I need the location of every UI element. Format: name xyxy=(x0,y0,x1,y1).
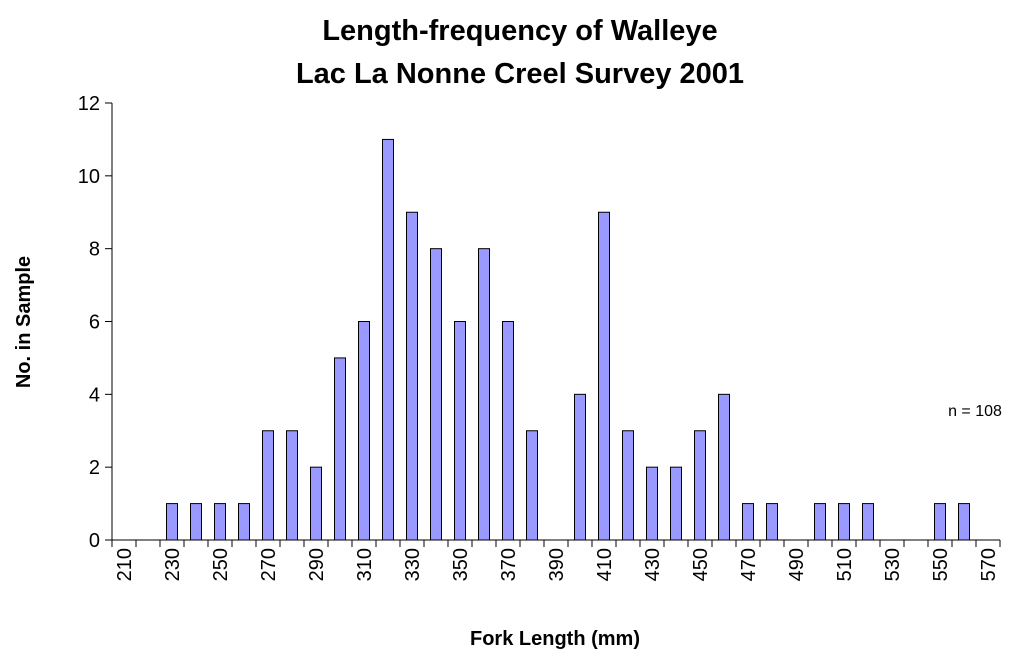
bar xyxy=(214,503,226,541)
x-tick-label: 290 xyxy=(306,548,328,581)
x-tick-label: 330 xyxy=(402,548,424,581)
bar xyxy=(166,503,178,541)
x-tick-label: 430 xyxy=(642,548,664,581)
y-tick-label: 4 xyxy=(89,384,100,406)
x-tick-label: 270 xyxy=(258,548,280,581)
bar xyxy=(478,248,490,541)
bar xyxy=(694,430,706,541)
bar xyxy=(574,393,586,541)
x-tick-label: 530 xyxy=(882,548,904,581)
bar xyxy=(814,503,826,541)
bar xyxy=(262,430,274,541)
bar xyxy=(670,466,682,541)
x-tick-label: 350 xyxy=(450,548,472,581)
y-tick-label: 2 xyxy=(89,457,100,479)
bar xyxy=(454,321,466,541)
x-tick-label: 550 xyxy=(930,548,952,581)
bar xyxy=(406,211,418,541)
bar xyxy=(646,466,658,541)
x-tick-label: 470 xyxy=(738,548,760,581)
x-tick-label: 390 xyxy=(546,548,568,581)
x-tick-label: 210 xyxy=(114,548,136,581)
x-tick-label: 310 xyxy=(354,548,376,581)
bar xyxy=(526,430,538,541)
x-tick-label: 450 xyxy=(690,548,712,581)
x-tick-label: 230 xyxy=(162,548,184,581)
bar xyxy=(286,430,298,541)
bar xyxy=(742,503,754,541)
y-tick-label: 6 xyxy=(89,312,100,334)
bar xyxy=(334,357,346,541)
bar xyxy=(430,248,442,541)
bar xyxy=(838,503,850,541)
annotation: n = 108 xyxy=(948,403,1002,420)
x-tick-label: 490 xyxy=(786,548,808,581)
bar xyxy=(358,321,370,541)
bar xyxy=(502,321,514,541)
bar xyxy=(622,430,634,541)
x-tick-label: 250 xyxy=(210,548,232,581)
y-tick-label: 8 xyxy=(89,239,100,261)
chart-subtitle: Lac La Nonne Creel Survey 2001 xyxy=(296,58,744,90)
x-tick-label: 410 xyxy=(594,548,616,581)
bar xyxy=(238,503,250,541)
bar xyxy=(190,503,202,541)
y-axis-label: No. in Sample xyxy=(13,256,35,388)
bar xyxy=(862,503,874,541)
bar xyxy=(718,393,730,541)
x-tick-label: 370 xyxy=(498,548,520,581)
bar xyxy=(310,466,322,541)
y-tick-label: 0 xyxy=(89,530,100,552)
bar xyxy=(382,138,394,541)
x-axis-label: Fork Length (mm) xyxy=(470,628,640,650)
y-tick-label: 12 xyxy=(78,93,100,115)
y-tick-label: 10 xyxy=(78,166,100,188)
chart-title: Length-frequency of Walleye xyxy=(322,15,717,47)
bar xyxy=(958,503,970,541)
bar xyxy=(766,503,778,541)
bar xyxy=(598,211,610,541)
x-tick-label: 570 xyxy=(978,548,1000,581)
bar xyxy=(934,503,946,541)
x-tick-label: 510 xyxy=(834,548,856,581)
